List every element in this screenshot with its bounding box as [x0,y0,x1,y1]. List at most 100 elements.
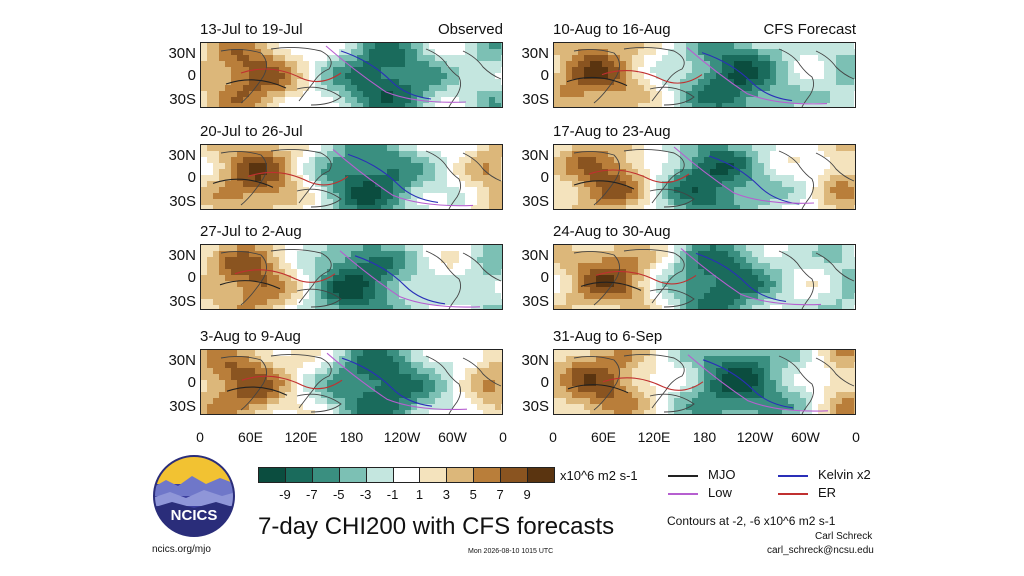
lat-label: 30S [169,193,196,210]
colorbar-segment [527,467,555,483]
panel-title: 10-Aug to 16-Aug [553,21,671,38]
legend-line [668,475,698,477]
lat-label: 30N [168,247,196,264]
lat-label: 30S [169,293,196,310]
lat-label: 30S [169,398,196,415]
site-url: ncics.org/mjo [152,544,211,555]
colorbar-segment [500,467,529,483]
anomaly-map [200,144,503,210]
panel-title: 31-Aug to 6-Sep [553,328,663,345]
lat-label: 30N [521,45,549,62]
lon-label: 180 [339,429,364,445]
colorbar-label: 3 [442,487,450,502]
legend-line [778,475,808,477]
anomaly-map [553,42,856,108]
lon-label: 0 [196,429,204,445]
lon-label: 60E [591,429,616,445]
lat-label: 30N [521,247,549,264]
colorbar-units: x10^6 m2 s-1 [560,468,638,483]
legend-label: ER [818,485,837,500]
main-title: 7-day CHI200 with CFS forecasts [258,513,615,540]
lat-label: 30N [168,147,196,164]
lat-label: 30S [522,91,549,108]
anomaly-map [200,349,503,415]
map-field [201,145,502,209]
panel-title: 13-Jul to 19-Jul [200,21,303,38]
legend-label: Kelvin x2 [818,467,871,482]
panel-tag: CFS Forecast [763,21,856,38]
lat-label: 30N [168,45,196,62]
colorbar-segment [365,467,394,483]
colorbar-label: -3 [359,487,372,502]
colorbar-segment [311,467,340,483]
lat-label: 0 [540,374,549,391]
contours-note: Contours at -2, -6 x10^6 m2 s-1 [667,514,836,528]
map-field [201,245,502,309]
lon-label: 120E [637,429,671,445]
lat-label: 0 [540,269,549,286]
logo-graphic: NCICS [153,455,235,537]
lat-label: 0 [187,269,196,286]
colorbar-label: -9 [279,487,291,502]
lat-label: 0 [540,169,549,186]
legend-line [668,493,698,495]
author-email: carl_schreck@ncsu.edu [767,545,874,556]
lat-label: 30S [522,193,549,210]
colorbar-segment [419,467,448,483]
panel-title: 20-Jul to 26-Jul [200,123,303,140]
ncics-logo: NCICS [152,454,236,538]
colorbar-label: 1 [415,487,424,502]
panel-title: 3-Aug to 9-Aug [200,328,301,345]
panel-title: 24-Aug to 30-Aug [553,223,671,240]
colorbar-label: 9 [523,487,531,502]
colorbar-segment [284,467,313,483]
panel-title: 17-Aug to 23-Aug [553,123,671,140]
colorbar-segment [446,467,475,483]
anomaly-map [200,244,503,310]
colorbar-label: 7 [496,487,504,502]
lat-label: 30S [522,293,549,310]
legend-label: MJO [708,467,736,482]
lat-label: 30S [169,91,196,108]
legend-line [778,493,808,495]
anomaly-map [553,144,856,210]
map-field [554,145,855,209]
lon-label: 120W [383,429,421,445]
lat-label: 0 [540,67,549,84]
anomaly-map [553,349,856,415]
author-name: Carl Schreck [815,531,873,542]
colorbar-label: -1 [386,487,399,502]
map-field [554,245,855,309]
lon-label: 120W [736,429,774,445]
lat-label: 30N [521,147,549,164]
colorbar [258,467,555,483]
lat-label: 0 [187,374,196,391]
panel-tag: Observed [437,21,503,38]
lat-label: 30S [522,398,549,415]
anomaly-map [553,244,856,310]
logo-text: NCICS [171,507,218,524]
colorbar-segment [258,467,286,483]
anomaly-map [200,42,503,108]
lon-label: 0 [852,429,860,445]
panel-title: 27-Jul to 2-Aug [200,223,302,240]
lon-label: 60W [791,429,820,445]
lat-label: 30N [168,352,196,369]
map-field [554,43,855,107]
lat-label: 0 [187,169,196,186]
map-field [201,43,502,107]
lat-label: 0 [187,67,196,84]
colorbar-segment [392,467,421,483]
lon-label: 0 [549,429,557,445]
map-field [201,350,502,414]
lon-label: 60E [238,429,263,445]
lon-label: 0 [499,429,507,445]
lon-label: 180 [692,429,717,445]
lat-label: 30N [521,352,549,369]
colorbar-label: 5 [469,487,477,502]
lon-label: 60W [438,429,467,445]
colorbar-label: -5 [332,487,345,502]
lon-label: 120E [284,429,318,445]
map-field [554,350,855,414]
